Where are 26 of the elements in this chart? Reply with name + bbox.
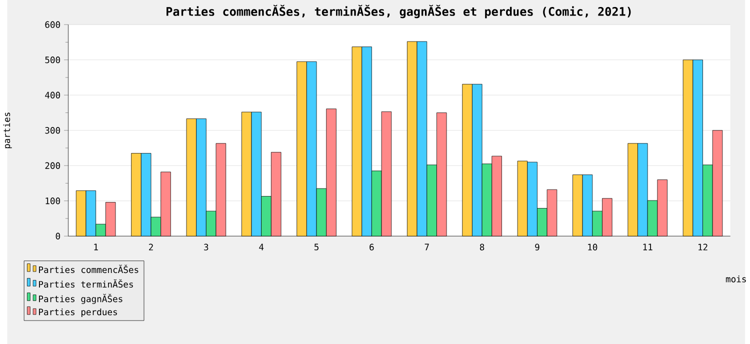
y-tick-label: 0 [56,232,60,240]
x-tick-label: 5 [314,244,318,250]
x-tick-label: 9 [535,244,540,250]
y-tick-label: 300 [45,126,60,134]
x-tick-label: 2 [149,244,153,250]
y-axis-title: parties [3,112,12,148]
x-tick-label: 12 [698,244,708,250]
legend-label: Parties commencĂŠes [39,264,138,273]
x-tick-label: 7 [424,244,429,250]
x-axis-title: mois [726,275,746,282]
legend-label: Parties gagnĂŠes [39,294,122,304]
y-tick-label: 100 [46,197,60,204]
x-tick-label: 10 [588,244,598,250]
x-tick-label: 3 [204,244,208,250]
y-tick-label: 200 [45,162,60,169]
chart-title: Parties commencĂŠes, terminĂŠes, gagnĂŠes et perdues (Comic, 2021) [166,4,631,18]
x-tick-label: 6 [370,244,374,250]
x-tick-label: 11 [643,244,652,250]
x-tick-label: 8 [480,244,484,250]
legend-label: Parties terminĂŠes [39,279,133,288]
legend-label: Parties perdues [39,308,117,317]
x-tick-label: 4 [259,244,264,250]
y-tick-label: 500 [45,56,60,64]
y-tick-label: 400 [45,92,60,98]
y-tick-label: 600 [45,21,60,28]
x-tick-label: 1 [94,244,98,250]
